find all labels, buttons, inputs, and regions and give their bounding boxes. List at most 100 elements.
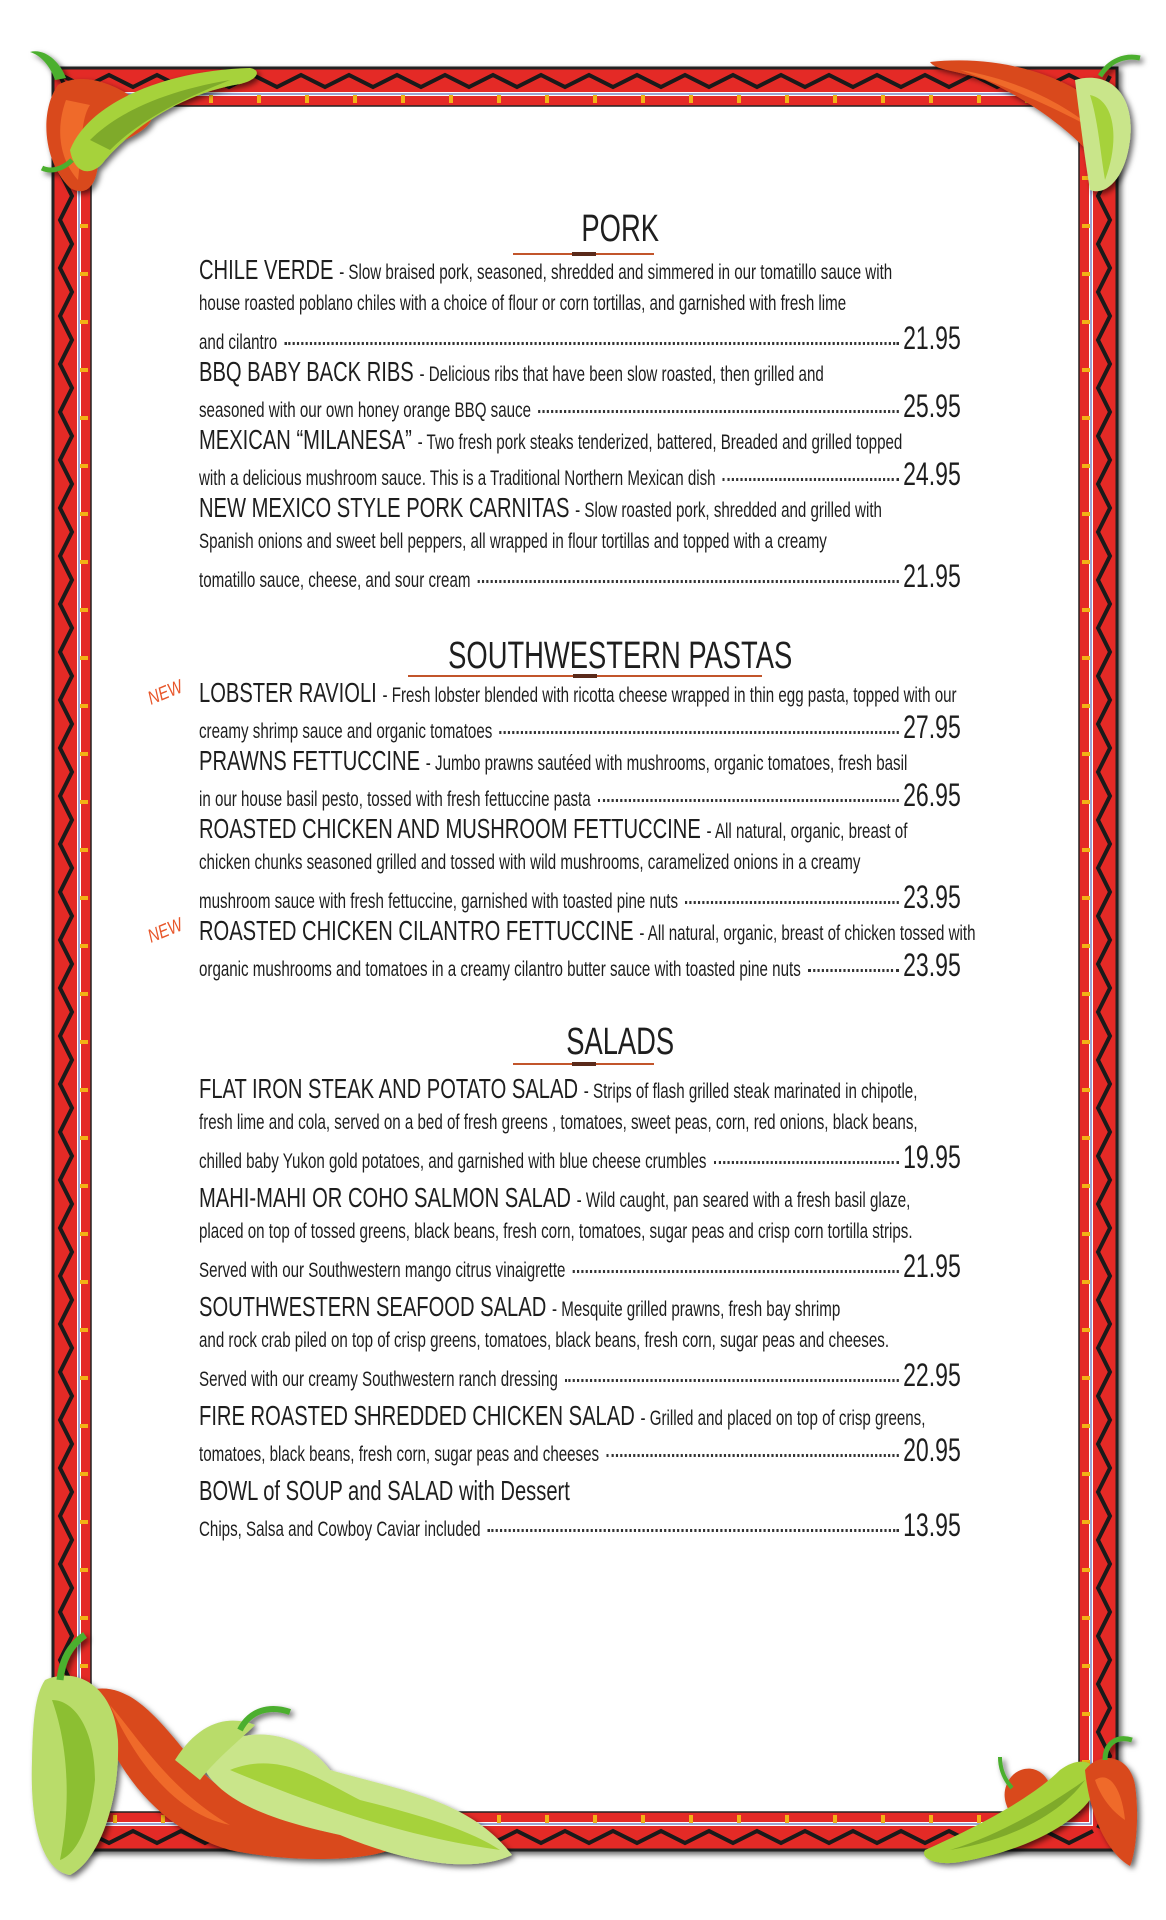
item-name: LOBSTER RAVIOLI bbox=[199, 677, 377, 708]
item-name: FLAT IRON STEAK AND POTATO SALAD bbox=[199, 1073, 579, 1104]
menu-item: NEW MEXICO STYLE PORK CARNITAS - Slow roa… bbox=[199, 491, 1166, 593]
menu-item-line: and cilantro 21.95 bbox=[199, 321, 961, 355]
menu-item-line: and rock crab piled on top of crisp gree… bbox=[199, 1324, 961, 1358]
item-description: - Delicious ribs that have been slow roa… bbox=[419, 363, 824, 386]
item-description: and cilantro bbox=[199, 331, 278, 354]
dot-leader bbox=[597, 799, 899, 802]
menu-item-line: Served with our creamy Southwestern ranc… bbox=[199, 1358, 961, 1392]
item-name: CHILE VERDE bbox=[199, 254, 334, 285]
menu-item-line: SOUTHWESTERN SEAFOOD SALAD - Mesquite gri… bbox=[199, 1290, 961, 1324]
item-description: seasoned with our own honey orange BBQ s… bbox=[199, 399, 532, 422]
item-price: 26.95 bbox=[903, 777, 961, 813]
item-price: 23.95 bbox=[903, 947, 961, 983]
menu-item-line: PRAWNS FETTUCCINE - Jumbo prawns sautéed … bbox=[199, 744, 961, 778]
menu-item-line: in our house basil pesto, tossed with fr… bbox=[199, 778, 961, 812]
item-description: with a delicious mushroom sauce. This is… bbox=[199, 467, 716, 490]
menu-item-line: tomatoes, black beans, fresh corn, sugar… bbox=[199, 1433, 961, 1467]
menu-item-line: BOWL of SOUP and SALAD with Dessert bbox=[199, 1474, 961, 1508]
item-description: - Mesquite grilled prawns, fresh bay shr… bbox=[552, 1298, 841, 1321]
menu-item-line: FIRE ROASTED SHREDDED CHICKEN SALAD - Gri… bbox=[199, 1399, 961, 1433]
dot-leader bbox=[565, 1379, 899, 1382]
item-description: - Jumbo prawns sautéed with mushrooms, o… bbox=[425, 752, 908, 775]
item-description: Served with our Southwestern mango citru… bbox=[199, 1259, 566, 1282]
item-price: 21.95 bbox=[903, 558, 961, 594]
item-name: ROASTED CHICKEN AND MUSHROOM FETTUCCINE bbox=[199, 813, 701, 844]
menu-item: BOWL of SOUP and SALAD with Dessert Chips… bbox=[199, 1474, 1166, 1542]
item-price: 21.95 bbox=[903, 1248, 961, 1284]
menu-item: PRAWNS FETTUCCINE - Jumbo prawns sautéed … bbox=[199, 744, 1166, 812]
menu-item-line: chicken chunks seasoned grilled and toss… bbox=[199, 846, 961, 880]
dot-leader bbox=[606, 1454, 899, 1457]
item-description: Chips, Salsa and Cowboy Caviar included bbox=[199, 1518, 481, 1541]
menu-item-line: creamy shrimp sauce and organic tomatoes… bbox=[199, 710, 961, 744]
item-description: Spanish onions and sweet bell peppers, a… bbox=[199, 530, 827, 553]
menu-item-line: fresh lime and cola, served on a bed of … bbox=[199, 1106, 961, 1140]
item-name: SOUTHWESTERN SEAFOOD SALAD bbox=[199, 1291, 547, 1322]
menu-item-line: CHILE VERDE - Slow braised pork, seasoned… bbox=[199, 253, 961, 287]
menu-items: CHILE VERDE - Slow braised pork, seasoned… bbox=[199, 253, 1166, 593]
item-name: NEW MEXICO STYLE PORK CARNITAS bbox=[199, 492, 570, 523]
dot-leader bbox=[499, 731, 899, 734]
menu-item-line: tomatillo sauce, cheese, and sour cream 2… bbox=[199, 559, 961, 593]
menu-item-line: Spanish onions and sweet bell peppers, a… bbox=[199, 525, 961, 559]
section-title: SOUTHWESTERN PASTAS bbox=[448, 635, 793, 677]
item-description: - Grilled and placed on top of crisp gre… bbox=[640, 1407, 926, 1430]
menu-items: NEW LOBSTER RAVIOLI - Fresh lobster blende… bbox=[145, 676, 1166, 982]
item-description: in our house basil pesto, tossed with fr… bbox=[199, 788, 591, 811]
item-name: ROASTED CHICKEN CILANTRO FETTUCCINE bbox=[199, 915, 634, 946]
item-description: - Slow braised pork, seasoned, shredded … bbox=[339, 261, 893, 284]
menu-item-line: placed on top of tossed greens, black be… bbox=[199, 1215, 961, 1249]
item-price: 20.95 bbox=[903, 1432, 961, 1468]
menu-items: FLAT IRON STEAK AND POTATO SALAD - Strips… bbox=[199, 1072, 1166, 1542]
item-price: 21.95 bbox=[903, 320, 961, 356]
item-name: MAHI-MAHI OR COHO SALMON SALAD bbox=[199, 1182, 571, 1213]
menu-item: FLAT IRON STEAK AND POTATO SALAD - Strips… bbox=[199, 1072, 1166, 1174]
item-price: 25.95 bbox=[903, 388, 961, 424]
title-underline bbox=[408, 674, 762, 678]
item-description: and rock crab piled on top of crisp gree… bbox=[199, 1329, 890, 1352]
dot-leader bbox=[722, 478, 899, 481]
item-description: tomatoes, black beans, fresh corn, sugar… bbox=[199, 1443, 600, 1466]
menu-item-line: with a delicious mushroom sauce. This is… bbox=[199, 457, 961, 491]
item-price: 23.95 bbox=[903, 879, 961, 915]
item-price: 24.95 bbox=[903, 456, 961, 492]
menu-item: CHILE VERDE - Slow braised pork, seasoned… bbox=[199, 253, 1166, 355]
item-name: BOWL of SOUP and SALAD with Dessert bbox=[199, 1475, 570, 1506]
item-price: 22.95 bbox=[903, 1357, 961, 1393]
item-description: - All natural, organic, breast of bbox=[706, 820, 908, 843]
dot-leader bbox=[572, 1270, 899, 1273]
menu-item-line: MAHI-MAHI OR COHO SALMON SALAD - Wild cau… bbox=[199, 1181, 961, 1215]
dot-leader bbox=[713, 1161, 899, 1164]
menu-item-line: BBQ BABY BACK RIBS - Delicious ribs that … bbox=[199, 355, 961, 389]
dot-leader bbox=[487, 1529, 899, 1532]
dot-leader bbox=[538, 410, 899, 413]
menu-item: SOUTHWESTERN SEAFOOD SALAD - Mesquite gri… bbox=[199, 1290, 1166, 1392]
item-description: Served with our creamy Southwestern ranc… bbox=[199, 1368, 558, 1391]
menu-item-line: house roasted poblano chiles with a choi… bbox=[199, 287, 961, 321]
item-description: - Slow roasted pork, shredded and grille… bbox=[575, 499, 882, 522]
item-description: - Two fresh pork steaks tenderized, batt… bbox=[417, 431, 903, 454]
menu-item: ROASTED CHICKEN CILANTRO FETTUCCINE - All… bbox=[199, 914, 1166, 982]
menu-item-line: NEW MEXICO STYLE PORK CARNITAS - Slow roa… bbox=[199, 491, 961, 525]
menu-item-line: ROASTED CHICKEN AND MUSHROOM FETTUCCINE -… bbox=[199, 812, 961, 846]
item-name: FIRE ROASTED SHREDDED CHICKEN SALAD bbox=[199, 1400, 635, 1431]
menu-item: MEXICAN “MILANESA” - Two fresh pork steak… bbox=[199, 423, 1166, 491]
menu-item-line: seasoned with our own honey orange BBQ s… bbox=[199, 389, 961, 423]
menu-item-line: LOBSTER RAVIOLI - Fresh lobster blended w… bbox=[199, 676, 961, 710]
item-description: - All natural, organic, breast of chicke… bbox=[639, 922, 976, 945]
item-description: - Wild caught, pan seared with a fresh b… bbox=[576, 1189, 911, 1212]
item-price: 27.95 bbox=[903, 709, 961, 745]
dot-leader bbox=[284, 342, 899, 345]
item-name: MEXICAN “MILANESA” bbox=[199, 424, 412, 455]
dot-leader bbox=[807, 969, 899, 972]
item-name: BBQ BABY BACK RIBS bbox=[199, 356, 414, 387]
item-price: 19.95 bbox=[903, 1139, 961, 1175]
item-description: fresh lime and cola, served on a bed of … bbox=[199, 1111, 918, 1134]
menu-item: LOBSTER RAVIOLI - Fresh lobster blended w… bbox=[199, 676, 1166, 744]
item-description: tomatillo sauce, cheese, and sour cream bbox=[199, 569, 471, 592]
item-name: PRAWNS FETTUCCINE bbox=[199, 745, 421, 776]
title-underline bbox=[513, 1062, 654, 1066]
title-underline bbox=[513, 252, 654, 256]
section-title: PORK bbox=[581, 208, 659, 250]
